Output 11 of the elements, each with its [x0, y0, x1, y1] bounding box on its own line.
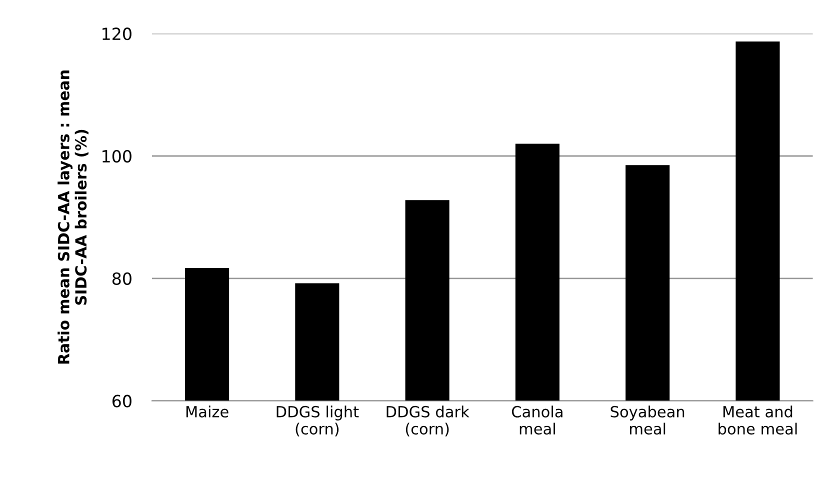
x-tick-label: Soyabean meal [610, 406, 684, 435]
y-tick-label: 120 [102, 28, 132, 40]
y-tick-label: 80 [112, 272, 132, 285]
y-tick-label: 100 [102, 150, 132, 163]
x-tick-label: Meat and bone meal [718, 406, 797, 435]
x-tick-label: Maize [186, 406, 228, 418]
y-tick-label: 60 [112, 394, 132, 408]
x-tick-label: DDGS dark (corn) [386, 406, 470, 436]
x-tick-label: DDGS light (corn) [276, 406, 359, 436]
y-axis-title: Ratio mean SIDC-AA layers : mean SIDC-AA broilers (%) [58, 70, 88, 364]
x-tick-label: Canola meal [512, 406, 562, 435]
